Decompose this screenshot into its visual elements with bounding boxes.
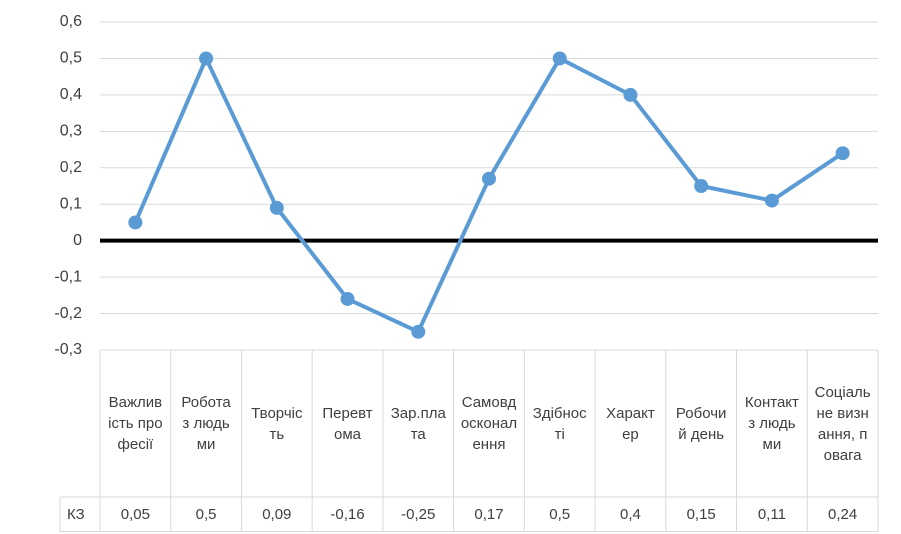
- table-value: 0,09: [262, 506, 292, 523]
- table-value: 0,4: [620, 506, 641, 523]
- x-tick-label: Важливість професії: [108, 394, 163, 453]
- table-value: 0,15: [686, 506, 716, 523]
- data-point: [764, 193, 779, 208]
- series-line: [133, 56, 844, 334]
- table-value: -0,25: [401, 506, 436, 523]
- y-tick-label: 0: [73, 232, 82, 249]
- table-value: 0,5: [195, 506, 217, 523]
- x-tick-label: Соціальне визнання, повага: [814, 383, 871, 464]
- data-point: [128, 215, 143, 230]
- table-value: 0,05: [120, 506, 150, 523]
- x-tick-label: Робочий день: [675, 404, 727, 443]
- y-tick-label: -0,3: [54, 341, 82, 358]
- table-value: 0,11: [757, 506, 786, 523]
- table-value: 0,5: [549, 506, 571, 523]
- data-point: [482, 171, 496, 186]
- data-point: [340, 291, 355, 306]
- data-point: [623, 87, 638, 102]
- y-tick-label: 0,2: [60, 159, 82, 176]
- data-point: [269, 200, 284, 215]
- table-value: 0,17: [474, 506, 504, 523]
- y-tick-label: -0,2: [54, 305, 82, 322]
- y-tick-label: -0,1: [54, 268, 82, 285]
- x-tick-label: Зар.плата: [390, 404, 446, 443]
- data-point: [835, 146, 850, 161]
- x-tick-label: Робота з людьми: [181, 394, 231, 453]
- y-tick-label: 0,6: [60, 13, 82, 30]
- data-point: [199, 51, 214, 66]
- x-tick-label: Перевтома: [322, 404, 373, 443]
- y-tick-label: 0,1: [60, 195, 82, 212]
- y-tick-label: 0,4: [60, 86, 82, 103]
- y-tick-label: 0,3: [60, 123, 82, 140]
- x-tick-label: Самовдосконалення: [460, 394, 518, 453]
- data-point: [411, 324, 426, 339]
- x-tick-label: Здібності: [532, 404, 587, 443]
- data-point: [552, 51, 567, 66]
- y-tick-label: 0,5: [60, 50, 82, 67]
- legend-entry: КЗ: [67, 506, 85, 523]
- x-tick-label: Творчість: [251, 404, 303, 443]
- table-value: -0,16: [330, 506, 365, 523]
- data-point: [694, 179, 709, 193]
- x-tick-label: Характер: [606, 404, 655, 443]
- table-value: 0,24: [828, 506, 858, 523]
- x-tick-label: Контакт з людьми: [744, 394, 799, 453]
